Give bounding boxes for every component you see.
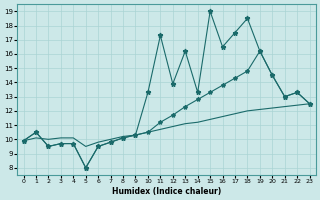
- X-axis label: Humidex (Indice chaleur): Humidex (Indice chaleur): [112, 187, 221, 196]
